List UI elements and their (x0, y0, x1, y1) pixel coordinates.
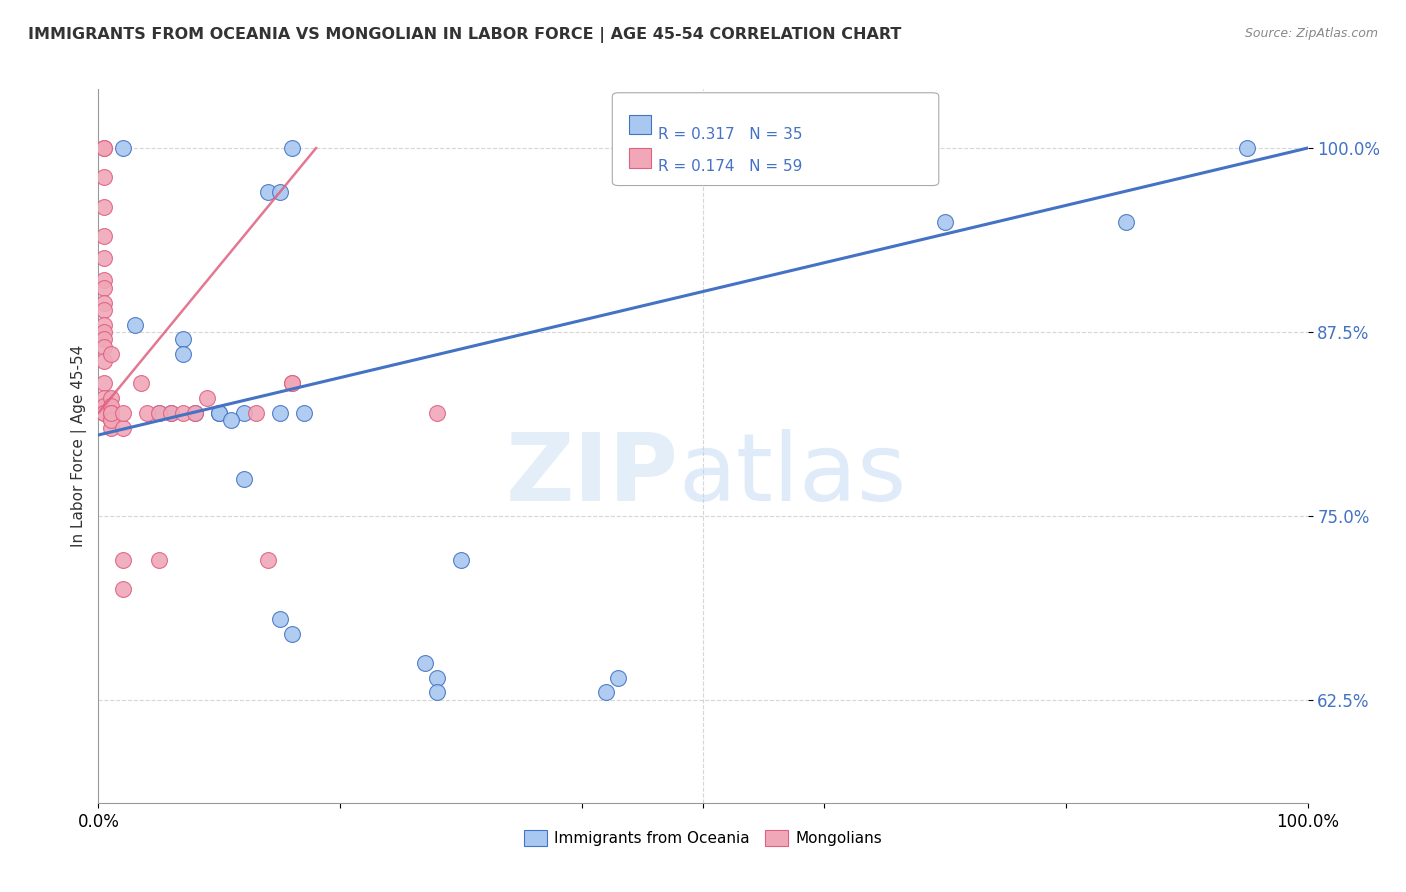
Point (208, 406, 231, 420)
FancyBboxPatch shape (613, 93, 939, 186)
Point (160, 406, 183, 420)
Point (232, 406, 254, 420)
Point (292, 406, 315, 420)
Point (934, 214, 956, 228)
Point (93, 252, 115, 266)
Point (245, 406, 267, 420)
Point (93, 295, 115, 310)
Point (93, 281, 115, 295)
Point (208, 406, 231, 420)
Point (269, 185, 291, 199)
Legend: Immigrants from Oceania, Mongolians: Immigrants from Oceania, Mongolians (517, 824, 889, 852)
Point (111, 582, 134, 597)
Point (93, 354, 115, 368)
Point (93, 376, 115, 391)
Point (184, 406, 207, 420)
Point (172, 332, 194, 346)
Point (111, 553, 134, 567)
Point (93, 170, 115, 185)
Point (232, 472, 254, 486)
Point (93, 406, 115, 420)
Text: IMMIGRANTS FROM OCEANIA VS MONGOLIAN IN LABOR FORCE | AGE 45-54 CORRELATION CHAR: IMMIGRANTS FROM OCEANIA VS MONGOLIAN IN … (28, 27, 901, 43)
Point (111, 420, 134, 434)
Point (607, 671, 630, 685)
Point (111, 406, 134, 420)
Point (100, 399, 122, 413)
Point (1115, 214, 1137, 228)
Point (93, 325, 115, 339)
Point (124, 318, 146, 332)
Text: Source: ZipAtlas.com: Source: ZipAtlas.com (1244, 27, 1378, 40)
FancyBboxPatch shape (630, 148, 651, 168)
Point (281, 141, 304, 155)
Text: ZIP: ZIP (506, 428, 679, 521)
Point (426, 406, 449, 420)
Point (281, 626, 304, 640)
Point (100, 391, 122, 405)
Point (281, 376, 304, 391)
Point (450, 553, 472, 567)
Point (148, 406, 170, 420)
Point (100, 347, 122, 361)
Point (172, 406, 194, 420)
FancyBboxPatch shape (630, 115, 651, 134)
Point (184, 406, 207, 420)
Point (426, 685, 449, 699)
Point (93, 229, 115, 244)
Point (426, 671, 449, 685)
Point (148, 553, 170, 567)
Point (100, 420, 122, 434)
Point (93, 273, 115, 287)
Point (93, 340, 115, 354)
Point (93, 318, 115, 332)
Point (93, 200, 115, 214)
Point (160, 406, 183, 420)
Point (172, 347, 194, 361)
Text: R = 0.317   N = 35: R = 0.317 N = 35 (658, 127, 803, 142)
Point (111, 141, 134, 155)
Text: R = 0.174   N = 59: R = 0.174 N = 59 (658, 159, 803, 174)
Point (93, 391, 115, 405)
Point (100, 406, 122, 420)
Point (100, 413, 122, 427)
Point (93, 399, 115, 413)
Y-axis label: In Labor Force | Age 45-54: In Labor Force | Age 45-54 (72, 345, 87, 547)
Point (269, 612, 291, 626)
Point (93, 406, 115, 420)
Point (100, 406, 122, 420)
Point (281, 376, 304, 391)
Point (413, 656, 436, 670)
Point (135, 406, 157, 420)
Point (1236, 141, 1258, 155)
Point (221, 413, 243, 427)
Point (93, 141, 115, 155)
Point (93, 141, 115, 155)
Point (148, 406, 170, 420)
Point (256, 553, 278, 567)
Point (129, 376, 152, 391)
Point (93, 332, 115, 346)
Point (256, 185, 278, 199)
Point (195, 391, 218, 405)
Point (100, 413, 122, 427)
Point (269, 406, 291, 420)
Text: atlas: atlas (679, 428, 907, 521)
Point (93, 302, 115, 317)
Point (595, 685, 617, 699)
